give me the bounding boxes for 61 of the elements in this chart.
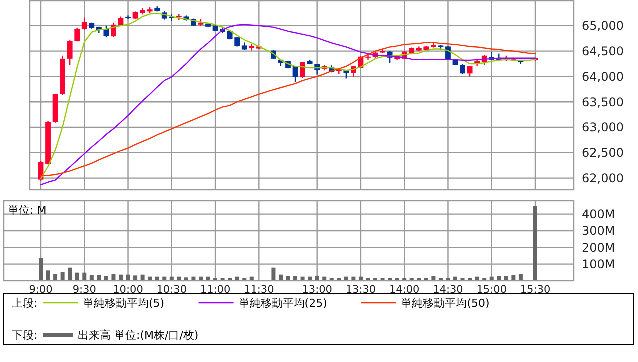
x-tick-label: 15:00 — [476, 284, 507, 296]
x-tick-label: 9:30 — [72, 284, 96, 296]
bar — [60, 272, 65, 281]
x-tick-label: 13:00 — [302, 284, 332, 296]
candlestick — [460, 64, 466, 75]
legend-title: 下段: — [12, 328, 38, 342]
candlestick — [366, 54, 371, 61]
bar — [46, 270, 50, 281]
bar — [112, 274, 116, 281]
x-tick-label: 9:00 — [29, 284, 53, 296]
candlestick — [126, 15, 131, 20]
x-tick-label: 10:30 — [156, 284, 188, 296]
y-tick-label: 62,500 — [582, 146, 624, 160]
y-tick-label: 62,000 — [582, 172, 624, 186]
x-tick-label: 11:00 — [200, 284, 231, 296]
candlestick — [104, 25, 110, 38]
legend-label: 出来高 単位:(M株/口/枚) — [78, 328, 199, 342]
y-tick-label: 100M — [582, 258, 616, 272]
line-series — [40, 42, 536, 176]
candlestick — [82, 17, 88, 31]
y-tick-label: 300M — [582, 224, 616, 238]
bar — [294, 276, 298, 281]
bar — [68, 268, 72, 281]
bar — [286, 276, 290, 281]
candlestick — [74, 27, 80, 42]
legend-label: 単純移動平均(5) — [83, 296, 165, 310]
y-tick-label: 64,500 — [582, 44, 624, 58]
bar — [518, 274, 523, 281]
y-tick-label: 65,000 — [582, 19, 624, 34]
bar — [184, 278, 188, 281]
x-tick-label: 10:00 — [113, 284, 144, 296]
legend-label: 単純移動平均(25) — [238, 296, 328, 310]
annotation: 単位: M — [8, 204, 47, 217]
y-tick-label: 63,500 — [582, 95, 624, 110]
x-tick-label: 13:30 — [346, 284, 376, 296]
candlestick — [67, 40, 73, 66]
x-tick-label: 15:30 — [520, 284, 551, 296]
x-tick-label: 14:30 — [433, 284, 464, 296]
x-tick-label: 11:30 — [244, 284, 274, 296]
bar — [504, 276, 508, 281]
bar — [75, 272, 80, 281]
bar — [497, 276, 502, 281]
y-tick-label: 400M — [582, 208, 616, 222]
bar — [272, 268, 276, 281]
bar — [104, 276, 108, 281]
y-tick-label: 63,000 — [582, 120, 624, 135]
bar — [82, 272, 87, 281]
y-tick-label: 64,000 — [582, 70, 624, 84]
legend-title: 上段: — [12, 296, 38, 310]
bar — [39, 258, 43, 281]
x-tick-label: 14:00 — [389, 284, 420, 296]
bar — [534, 206, 538, 281]
candlestick — [111, 22, 116, 38]
candlestick — [467, 65, 473, 78]
bar — [134, 276, 138, 281]
y-tick-label: 200M — [582, 240, 616, 255]
candlestick — [300, 61, 306, 79]
legend-label: 単純移動平均(50) — [401, 296, 490, 310]
bar — [54, 274, 58, 281]
bar — [315, 276, 320, 281]
bar — [432, 276, 436, 281]
